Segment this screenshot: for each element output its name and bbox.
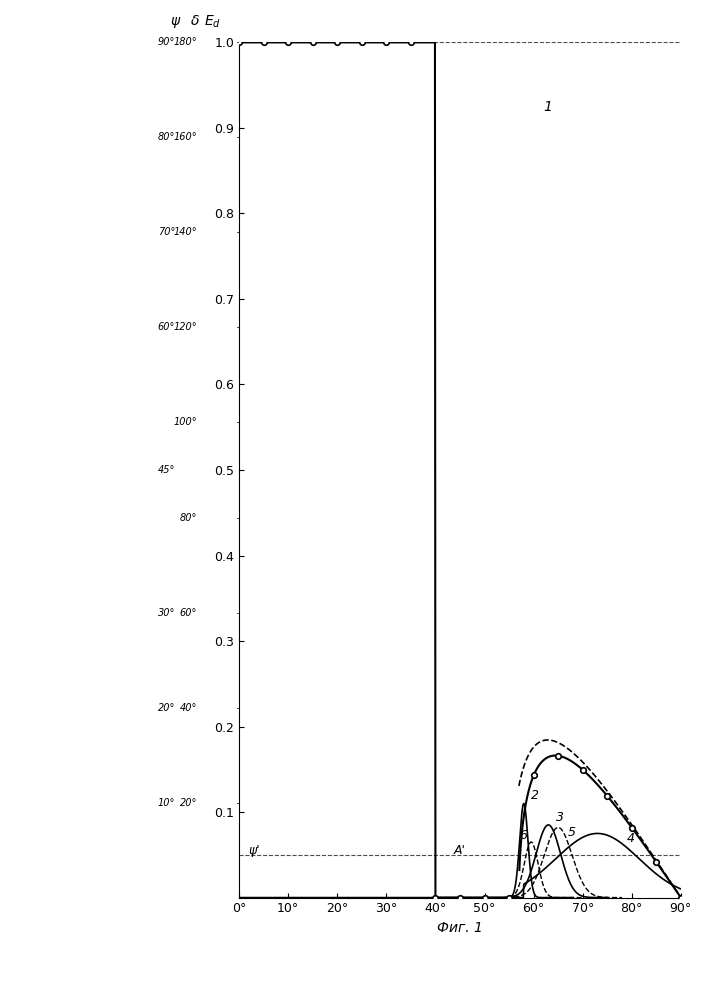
Text: 80°: 80°: [180, 513, 197, 523]
Text: 140°: 140°: [173, 227, 197, 237]
Text: 6: 6: [519, 829, 527, 842]
Text: 20°: 20°: [180, 798, 197, 808]
Text: 4: 4: [627, 832, 635, 845]
Text: 90°: 90°: [158, 37, 175, 47]
Text: 160°: 160°: [173, 132, 197, 142]
Text: 30°: 30°: [158, 608, 175, 618]
Text: 1: 1: [544, 100, 552, 114]
Text: A': A': [454, 844, 466, 857]
Text: 120°: 120°: [173, 322, 197, 332]
Text: δ: δ: [191, 14, 199, 28]
Text: 180°: 180°: [173, 37, 197, 47]
Text: 45°: 45°: [158, 465, 175, 475]
Text: 3: 3: [556, 811, 563, 824]
Text: 60°: 60°: [158, 322, 175, 332]
Text: ψ': ψ': [249, 844, 260, 857]
Text: 5: 5: [568, 826, 576, 839]
Text: 100°: 100°: [173, 417, 197, 427]
X-axis label: Фиг. 1: Фиг. 1: [437, 921, 483, 935]
Text: 80°: 80°: [158, 132, 175, 142]
Text: 40°: 40°: [180, 703, 197, 713]
Text: 70°: 70°: [158, 227, 175, 237]
Text: ψ: ψ: [170, 14, 180, 28]
Text: $E_d$: $E_d$: [204, 13, 221, 30]
Text: 2: 2: [531, 789, 539, 802]
Text: 10°: 10°: [158, 798, 175, 808]
Text: 60°: 60°: [180, 608, 197, 618]
Text: 20°: 20°: [158, 703, 175, 713]
